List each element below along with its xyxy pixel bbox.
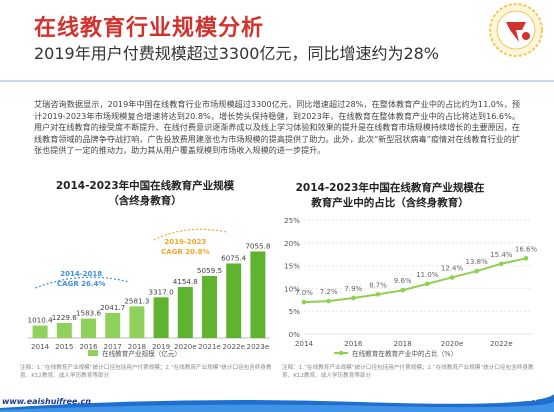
bar-value-label: 5059.5	[197, 266, 222, 275]
legend-label: 在线教育产业规模（亿元）	[102, 349, 181, 358]
data-point	[301, 299, 307, 305]
bar-value-label: 7055.8	[245, 241, 271, 250]
page-title: 在线教育行业规模分析	[34, 16, 265, 41]
data-point	[425, 281, 430, 287]
y-tick-label: 0%	[289, 330, 301, 339]
point-value-label: 7.9%	[344, 285, 362, 293]
x-tick-label: 2017	[104, 342, 122, 351]
data-point	[351, 295, 356, 301]
cagr-value-label: CAGR 26.4%	[57, 280, 105, 288]
bar-value-label: 1229.6	[52, 313, 78, 322]
y-tick-label: 20%	[284, 239, 300, 248]
bar	[177, 287, 193, 338]
x-tick-label: 2015	[55, 342, 73, 351]
point-value-label: 7.0%	[295, 289, 313, 297]
x-tick-label: 2022e	[222, 342, 245, 351]
point-value-label: 9.6%	[394, 277, 412, 285]
cagr-period-label: 2014-2018	[60, 270, 102, 278]
x-tick-label: 2018	[394, 339, 413, 348]
point-value-label: 11.0%	[416, 271, 439, 279]
chart2-title: 2014-2023年中国在线教育产业规模在	[295, 182, 485, 194]
chart1-footnote: 注释：1.“在线教育产业规模”统计口径包括用户付费规模；2.“在线教育产业规模”…	[20, 365, 272, 379]
point-value-label: 15.4%	[490, 251, 513, 259]
cagr-arrow	[35, 276, 130, 289]
bar	[56, 322, 72, 338]
legend-swatch	[88, 350, 98, 356]
point-value-label: 8.7%	[369, 281, 387, 289]
y-tick-label: 5%	[289, 307, 301, 316]
line-chart-share: 0% 5% 10% 15% 20% 25% 2014 2016 2018 2020e 2022e 7.…	[284, 216, 538, 358]
bar-value-label: 2041.7	[100, 303, 125, 312]
x-tick-label: 2014	[31, 342, 50, 351]
point-value-label: 13.8%	[466, 258, 489, 266]
bar-value-label: 1583.6	[76, 309, 102, 318]
bar-value-label: 3317.0	[149, 287, 175, 296]
title-divider	[0, 80, 554, 82]
data-point	[400, 287, 405, 293]
legend-marker	[338, 350, 344, 356]
bar-value-label: 6075.4	[221, 253, 247, 262]
x-tick-label: 2016	[79, 342, 98, 351]
bar	[32, 325, 48, 338]
bar	[250, 251, 266, 338]
x-tick-label: 2019	[152, 342, 171, 351]
bar-value-label: 1010.4	[28, 316, 54, 325]
chart2-subtitle: 教育产业中的占比（含终身教育）	[311, 197, 469, 209]
x-tick-label: 2022e	[490, 339, 513, 348]
point-value-label: 7.2%	[320, 288, 338, 296]
data-point	[375, 292, 381, 297]
data-point	[499, 261, 504, 267]
y-tick-label: 10%	[284, 284, 300, 293]
data-point	[523, 256, 529, 261]
footer-url[interactable]: www.eaishuifree.cn	[2, 397, 91, 406]
bar	[226, 263, 242, 338]
chart1-title: 2014-2023年中国在线教育产业规模	[55, 180, 235, 192]
x-tick-label: 2020e	[174, 342, 197, 351]
x-tick-label: 2018	[128, 342, 147, 351]
chart2-footnote: 注释：1.“在线教育产业规模”统计口径包括用户付费规模；2.“在线教育产业规模”…	[282, 365, 534, 379]
data-point	[474, 268, 479, 274]
data-point	[449, 275, 455, 280]
bar	[201, 275, 218, 338]
bar	[105, 312, 121, 338]
chart1-subtitle: （含终身教育）	[108, 195, 182, 207]
legend-label: 在线教育在教育产业中的占比（%）	[352, 349, 457, 358]
brand-logo-icon	[489, 3, 543, 57]
y-tick-label: 15%	[284, 262, 300, 271]
data-point	[326, 298, 331, 304]
series-line	[303, 257, 527, 304]
y-tick-label: 25%	[284, 216, 300, 225]
x-tick-label: 2016	[344, 339, 363, 348]
x-tick-label: 2021e	[198, 342, 221, 351]
bar	[153, 297, 169, 338]
footer-band	[0, 394, 554, 412]
page-number: 14	[527, 394, 538, 403]
x-tick-label: 2023e	[247, 342, 270, 351]
bar-chart-market-size: 1010.4 2014 1229.6 2015 1583.6 2016 2041.7 2017…	[28, 228, 271, 358]
page-subtitle: 2019年用户付费规模超过3300亿元，同比增速约为28%	[34, 44, 440, 63]
x-tick-label: 2014	[295, 339, 314, 348]
bar	[129, 306, 145, 338]
bar-value-label: 2581.3	[124, 296, 149, 305]
point-value-label: 16.6%	[515, 245, 538, 253]
body-paragraph: 艾瑞咨询数据显示，2019年中国在线教育行业市场规模超过3300亿元，同比增速超…	[34, 99, 520, 156]
x-tick-label: 2020e	[441, 339, 464, 348]
cagr-value-label: CAGR 20.8%	[161, 248, 209, 256]
bar	[80, 318, 97, 338]
bar-value-label: 4154.8	[173, 277, 199, 286]
point-value-label: 12.4%	[441, 264, 464, 272]
cagr-period-label: 2019-2023	[164, 238, 206, 246]
